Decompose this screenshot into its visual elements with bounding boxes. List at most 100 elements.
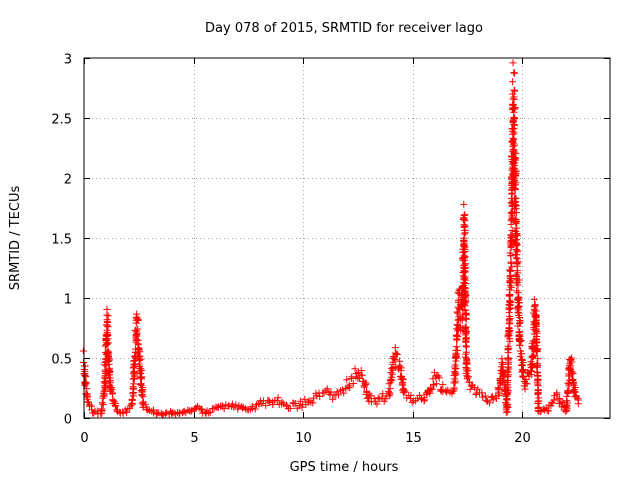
data-point <box>503 379 511 387</box>
data-point <box>510 108 518 116</box>
data-point <box>511 105 519 113</box>
data-point <box>511 198 519 206</box>
data-point <box>481 392 489 400</box>
data-point <box>506 315 514 323</box>
data-point <box>365 390 373 398</box>
data-point <box>274 394 282 402</box>
data-point <box>514 295 522 303</box>
data-point <box>129 388 137 396</box>
data-point <box>532 326 540 334</box>
data-point <box>566 362 574 370</box>
data-point <box>534 372 542 380</box>
data-point <box>463 372 471 380</box>
data-point <box>474 385 482 393</box>
data-point <box>530 295 538 303</box>
data-point <box>126 404 134 412</box>
data-point <box>451 361 459 369</box>
data-point <box>129 364 137 372</box>
data-point <box>452 364 460 372</box>
data-point <box>508 238 516 246</box>
data-point <box>286 404 294 412</box>
data-point <box>323 385 331 393</box>
data-point <box>327 388 335 396</box>
data-point <box>428 385 436 393</box>
data-point <box>329 395 337 403</box>
data-point <box>489 396 497 404</box>
data-point <box>90 409 98 417</box>
data-point <box>399 378 407 386</box>
data-point <box>238 404 246 412</box>
data-point <box>104 312 112 320</box>
data-point <box>461 229 469 237</box>
data-point <box>506 337 514 345</box>
data-point <box>462 299 470 307</box>
data-point <box>103 330 111 338</box>
data-point <box>452 371 460 379</box>
data-point <box>401 387 409 395</box>
data-point <box>110 398 118 406</box>
data-point <box>205 409 213 417</box>
data-point <box>316 392 324 400</box>
data-point <box>485 399 493 407</box>
data-point <box>456 322 464 330</box>
data-point <box>229 400 237 408</box>
data-point <box>379 390 387 398</box>
data-point <box>533 348 541 356</box>
data-point <box>333 388 341 396</box>
data-point <box>515 299 523 307</box>
data-point <box>439 381 447 389</box>
data-point <box>515 276 523 284</box>
data-point <box>138 373 146 381</box>
data-point <box>432 380 440 388</box>
data-point <box>358 371 366 379</box>
data-point <box>506 292 514 300</box>
data-point <box>574 400 582 408</box>
data-point <box>137 355 145 363</box>
data-point <box>507 252 515 260</box>
data-point <box>512 194 520 202</box>
data-point <box>82 373 90 381</box>
data-point <box>461 288 469 296</box>
data-point <box>461 328 469 336</box>
y-tick-label: 3 <box>64 53 72 68</box>
data-point <box>518 356 526 364</box>
data-point <box>386 385 394 393</box>
data-point <box>385 389 393 397</box>
data-point <box>509 59 517 67</box>
data-point <box>513 218 521 226</box>
data-point <box>385 380 393 388</box>
data-point <box>435 374 443 382</box>
data-point <box>460 214 468 222</box>
x-tick-label: 0 <box>80 431 88 446</box>
data-point <box>98 406 106 414</box>
data-point <box>466 385 474 393</box>
data-point <box>512 167 520 175</box>
data-point <box>81 372 89 380</box>
data-point <box>347 374 355 382</box>
x-axis-label: GPS time / hours <box>290 460 399 475</box>
data-point <box>351 365 359 373</box>
data-point <box>104 335 112 343</box>
data-point <box>519 359 527 367</box>
data-point <box>568 369 576 377</box>
data-point <box>138 399 146 407</box>
chart-title: Day 078 of 2015, SRMTID for receiver lag… <box>205 21 483 36</box>
data-point <box>458 313 466 321</box>
data-point <box>463 356 471 364</box>
data-point <box>522 375 530 383</box>
data-point <box>449 387 457 395</box>
data-point <box>416 391 424 399</box>
data-point <box>128 396 136 404</box>
data-point <box>399 388 407 396</box>
x-tick-label: 15 <box>405 431 422 446</box>
data-point <box>198 405 206 413</box>
data-point <box>335 391 343 399</box>
data-point <box>518 350 526 358</box>
data-point <box>138 391 146 399</box>
x-tick-label: 10 <box>295 431 312 446</box>
data-point <box>550 396 558 404</box>
data-point <box>514 308 522 316</box>
data-point <box>512 209 520 217</box>
data-point <box>106 371 114 379</box>
data-point <box>478 389 486 397</box>
